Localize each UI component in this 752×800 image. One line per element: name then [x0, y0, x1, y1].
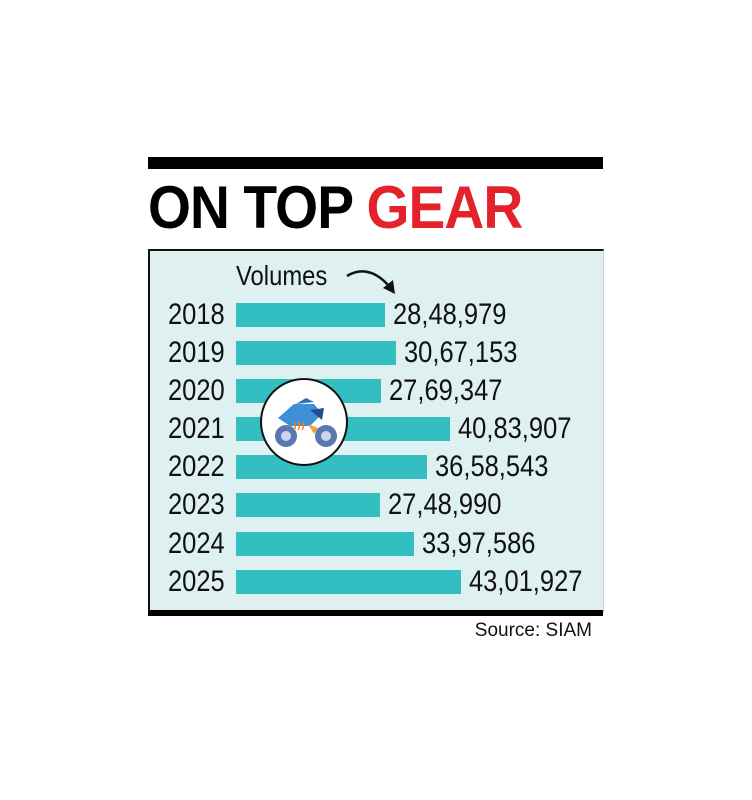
bar-row: 2021 40,83,907: [0, 412, 752, 446]
bar: [236, 532, 414, 556]
bar-row: 2018 28,48,979: [0, 298, 752, 332]
title-black: ON TOP: [148, 174, 353, 241]
year-label: 2018: [168, 298, 225, 331]
volumes-label: Volumes: [236, 260, 328, 291]
bar-row: 2024 33,97,586: [0, 527, 752, 561]
curved-arrow-icon: [346, 270, 395, 294]
bar: [236, 455, 427, 479]
bar-row: 2022 36,58,543: [0, 450, 752, 484]
bottom-rule: [148, 610, 603, 616]
value-label: 28,48,979: [393, 298, 507, 331]
year-label: 2025: [168, 565, 225, 598]
source-note: Source: SIAM: [474, 620, 592, 641]
bar-row: 2019 30,67,153: [0, 336, 752, 370]
year-label: 2020: [168, 374, 225, 407]
value-label: 33,97,586: [422, 527, 536, 560]
value-label: 43,01,927: [469, 565, 583, 598]
bar-row: 2025 43,01,927: [0, 565, 752, 599]
value-label: 30,67,153: [404, 336, 518, 369]
value-label: 27,69,347: [389, 374, 503, 407]
year-label: 2021: [168, 412, 225, 445]
bar-row: 2020 27,69,347: [0, 374, 752, 408]
value-label: 40,83,907: [458, 412, 572, 445]
title-red: GEAR: [366, 174, 524, 241]
year-label: 2023: [168, 488, 225, 521]
bar: [236, 303, 385, 327]
year-label: 2022: [168, 450, 225, 483]
bar: [236, 570, 461, 594]
year-label: 2019: [168, 336, 225, 369]
value-label: 36,58,543: [435, 450, 549, 483]
chart-title: ON TOP GEAR: [148, 174, 524, 241]
top-rule: [148, 157, 603, 169]
bar: [236, 341, 396, 365]
bar: [236, 493, 380, 517]
motorcycle-icon: [260, 378, 348, 466]
year-label: 2024: [168, 527, 225, 560]
bar-row: 2023 27,48,990: [0, 488, 752, 522]
value-label: 27,48,990: [388, 488, 502, 521]
